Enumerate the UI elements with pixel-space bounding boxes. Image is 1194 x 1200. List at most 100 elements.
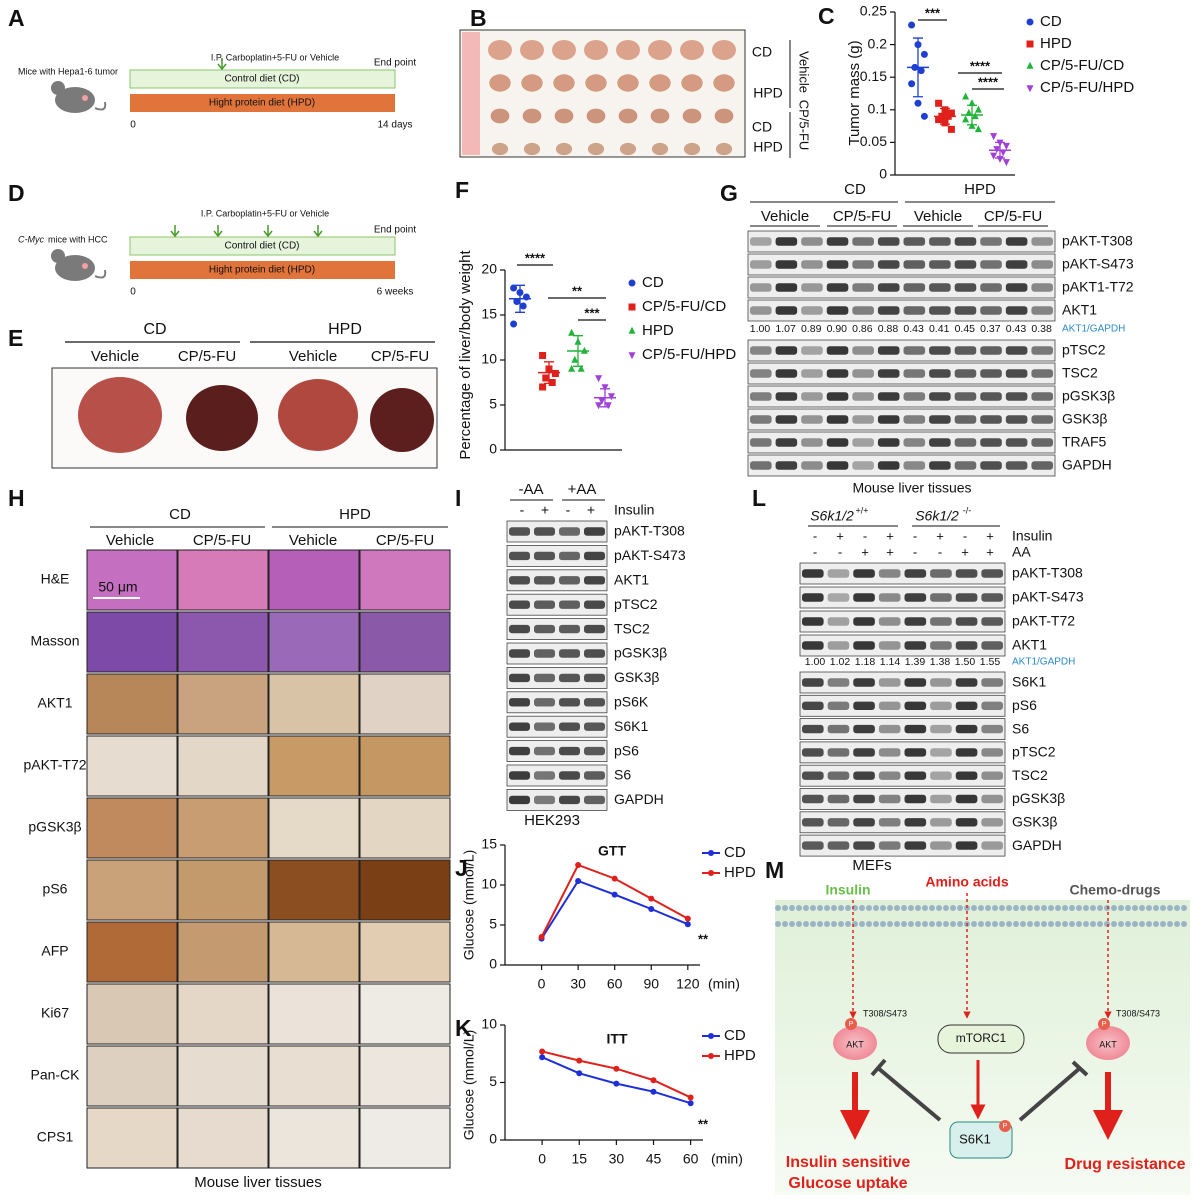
blot-band — [750, 392, 772, 401]
lipid — [1090, 905, 1096, 911]
label: 1.00 — [750, 323, 771, 335]
diet-bar — [129, 69, 396, 89]
lipid — [1013, 921, 1019, 927]
blot-band — [904, 701, 927, 710]
significance: ** — [698, 1116, 709, 1131]
legend-marker — [628, 326, 636, 334]
tumor — [555, 142, 573, 156]
y-tick-label: 10 — [481, 351, 497, 367]
blot — [799, 610, 1006, 633]
blot-band — [852, 306, 874, 315]
blot-band — [827, 771, 850, 780]
label: AKT1 — [1062, 302, 1097, 318]
blot-band — [534, 771, 555, 780]
blot-band — [852, 415, 874, 424]
blot-band — [802, 724, 824, 734]
blot — [506, 715, 608, 738]
lipid — [775, 905, 781, 911]
blot-band — [1005, 392, 1028, 401]
lipid — [922, 905, 928, 911]
blot — [747, 431, 1056, 454]
blot — [799, 671, 1006, 694]
ruler — [462, 32, 480, 155]
blot-band — [509, 746, 530, 756]
legend-label: CD — [642, 274, 664, 291]
point — [538, 934, 545, 940]
blot-band — [955, 593, 978, 602]
significance: **** — [978, 74, 999, 89]
blot-band — [802, 641, 824, 650]
y-tick-label: 20 — [481, 261, 497, 277]
arrow — [313, 225, 323, 238]
panel-letter: F — [455, 177, 469, 203]
lipid — [1055, 921, 1061, 927]
label: AKT1 — [1012, 637, 1047, 653]
micrograph — [359, 859, 451, 921]
blot-band — [904, 771, 927, 780]
lipid — [957, 921, 963, 927]
x-unit: (min) — [708, 976, 740, 992]
lipid — [978, 905, 984, 911]
point — [576, 1057, 583, 1064]
lipid — [1160, 905, 1166, 911]
blot-band — [955, 569, 978, 578]
diet-bar — [130, 261, 395, 279]
panel-letter: B — [470, 5, 487, 31]
label: +AA — [568, 481, 597, 498]
tumor — [713, 74, 735, 92]
lipid — [929, 921, 935, 927]
dot — [568, 328, 576, 336]
label: pTSC2 — [614, 596, 658, 612]
blot-band — [584, 649, 605, 658]
legend-marker — [1026, 85, 1034, 93]
blot-band — [801, 438, 823, 447]
micrograph — [86, 983, 178, 1045]
blot-band — [827, 701, 850, 710]
blot-band — [509, 527, 530, 536]
blot-band — [559, 771, 580, 780]
blot-band — [801, 461, 823, 470]
panel-letter: J — [455, 855, 468, 881]
micrograph — [177, 549, 269, 611]
blot-band — [954, 438, 977, 447]
label: CD — [844, 181, 866, 198]
label: 1.14 — [880, 656, 901, 668]
dot — [908, 80, 916, 88]
blot-band — [929, 346, 951, 355]
blot-band — [955, 748, 978, 757]
tumor — [552, 40, 576, 60]
point — [648, 906, 655, 912]
blot — [506, 740, 608, 762]
blot-band — [509, 795, 530, 805]
tumor — [648, 40, 672, 60]
blot-band — [509, 673, 530, 683]
point — [650, 1077, 657, 1084]
label: GAPDH — [1062, 457, 1112, 473]
blot-band — [904, 569, 927, 578]
label: AKT1 — [37, 695, 72, 711]
blot-band — [534, 722, 555, 731]
panel-letter: E — [8, 325, 23, 351]
label: Masson — [30, 633, 79, 649]
point — [539, 1054, 546, 1061]
label: pS6 — [1012, 697, 1037, 713]
phospho — [845, 1018, 857, 1030]
tumor — [681, 74, 703, 92]
blot-band — [903, 438, 926, 447]
blot-band — [826, 438, 849, 447]
blot-band — [584, 746, 605, 756]
blot-band — [929, 369, 951, 378]
blot-band — [584, 600, 605, 609]
blot — [506, 642, 608, 665]
panel-letter: C — [818, 3, 835, 29]
blot-band — [1031, 346, 1053, 355]
dot — [568, 364, 576, 372]
blot-band — [826, 415, 849, 424]
blot — [506, 789, 608, 811]
blot-band — [534, 795, 555, 805]
blot-band — [853, 701, 875, 710]
label: 1.55 — [980, 656, 1001, 668]
micrograph — [359, 1045, 451, 1107]
blot-band — [1031, 283, 1053, 292]
blot-band — [929, 415, 951, 424]
